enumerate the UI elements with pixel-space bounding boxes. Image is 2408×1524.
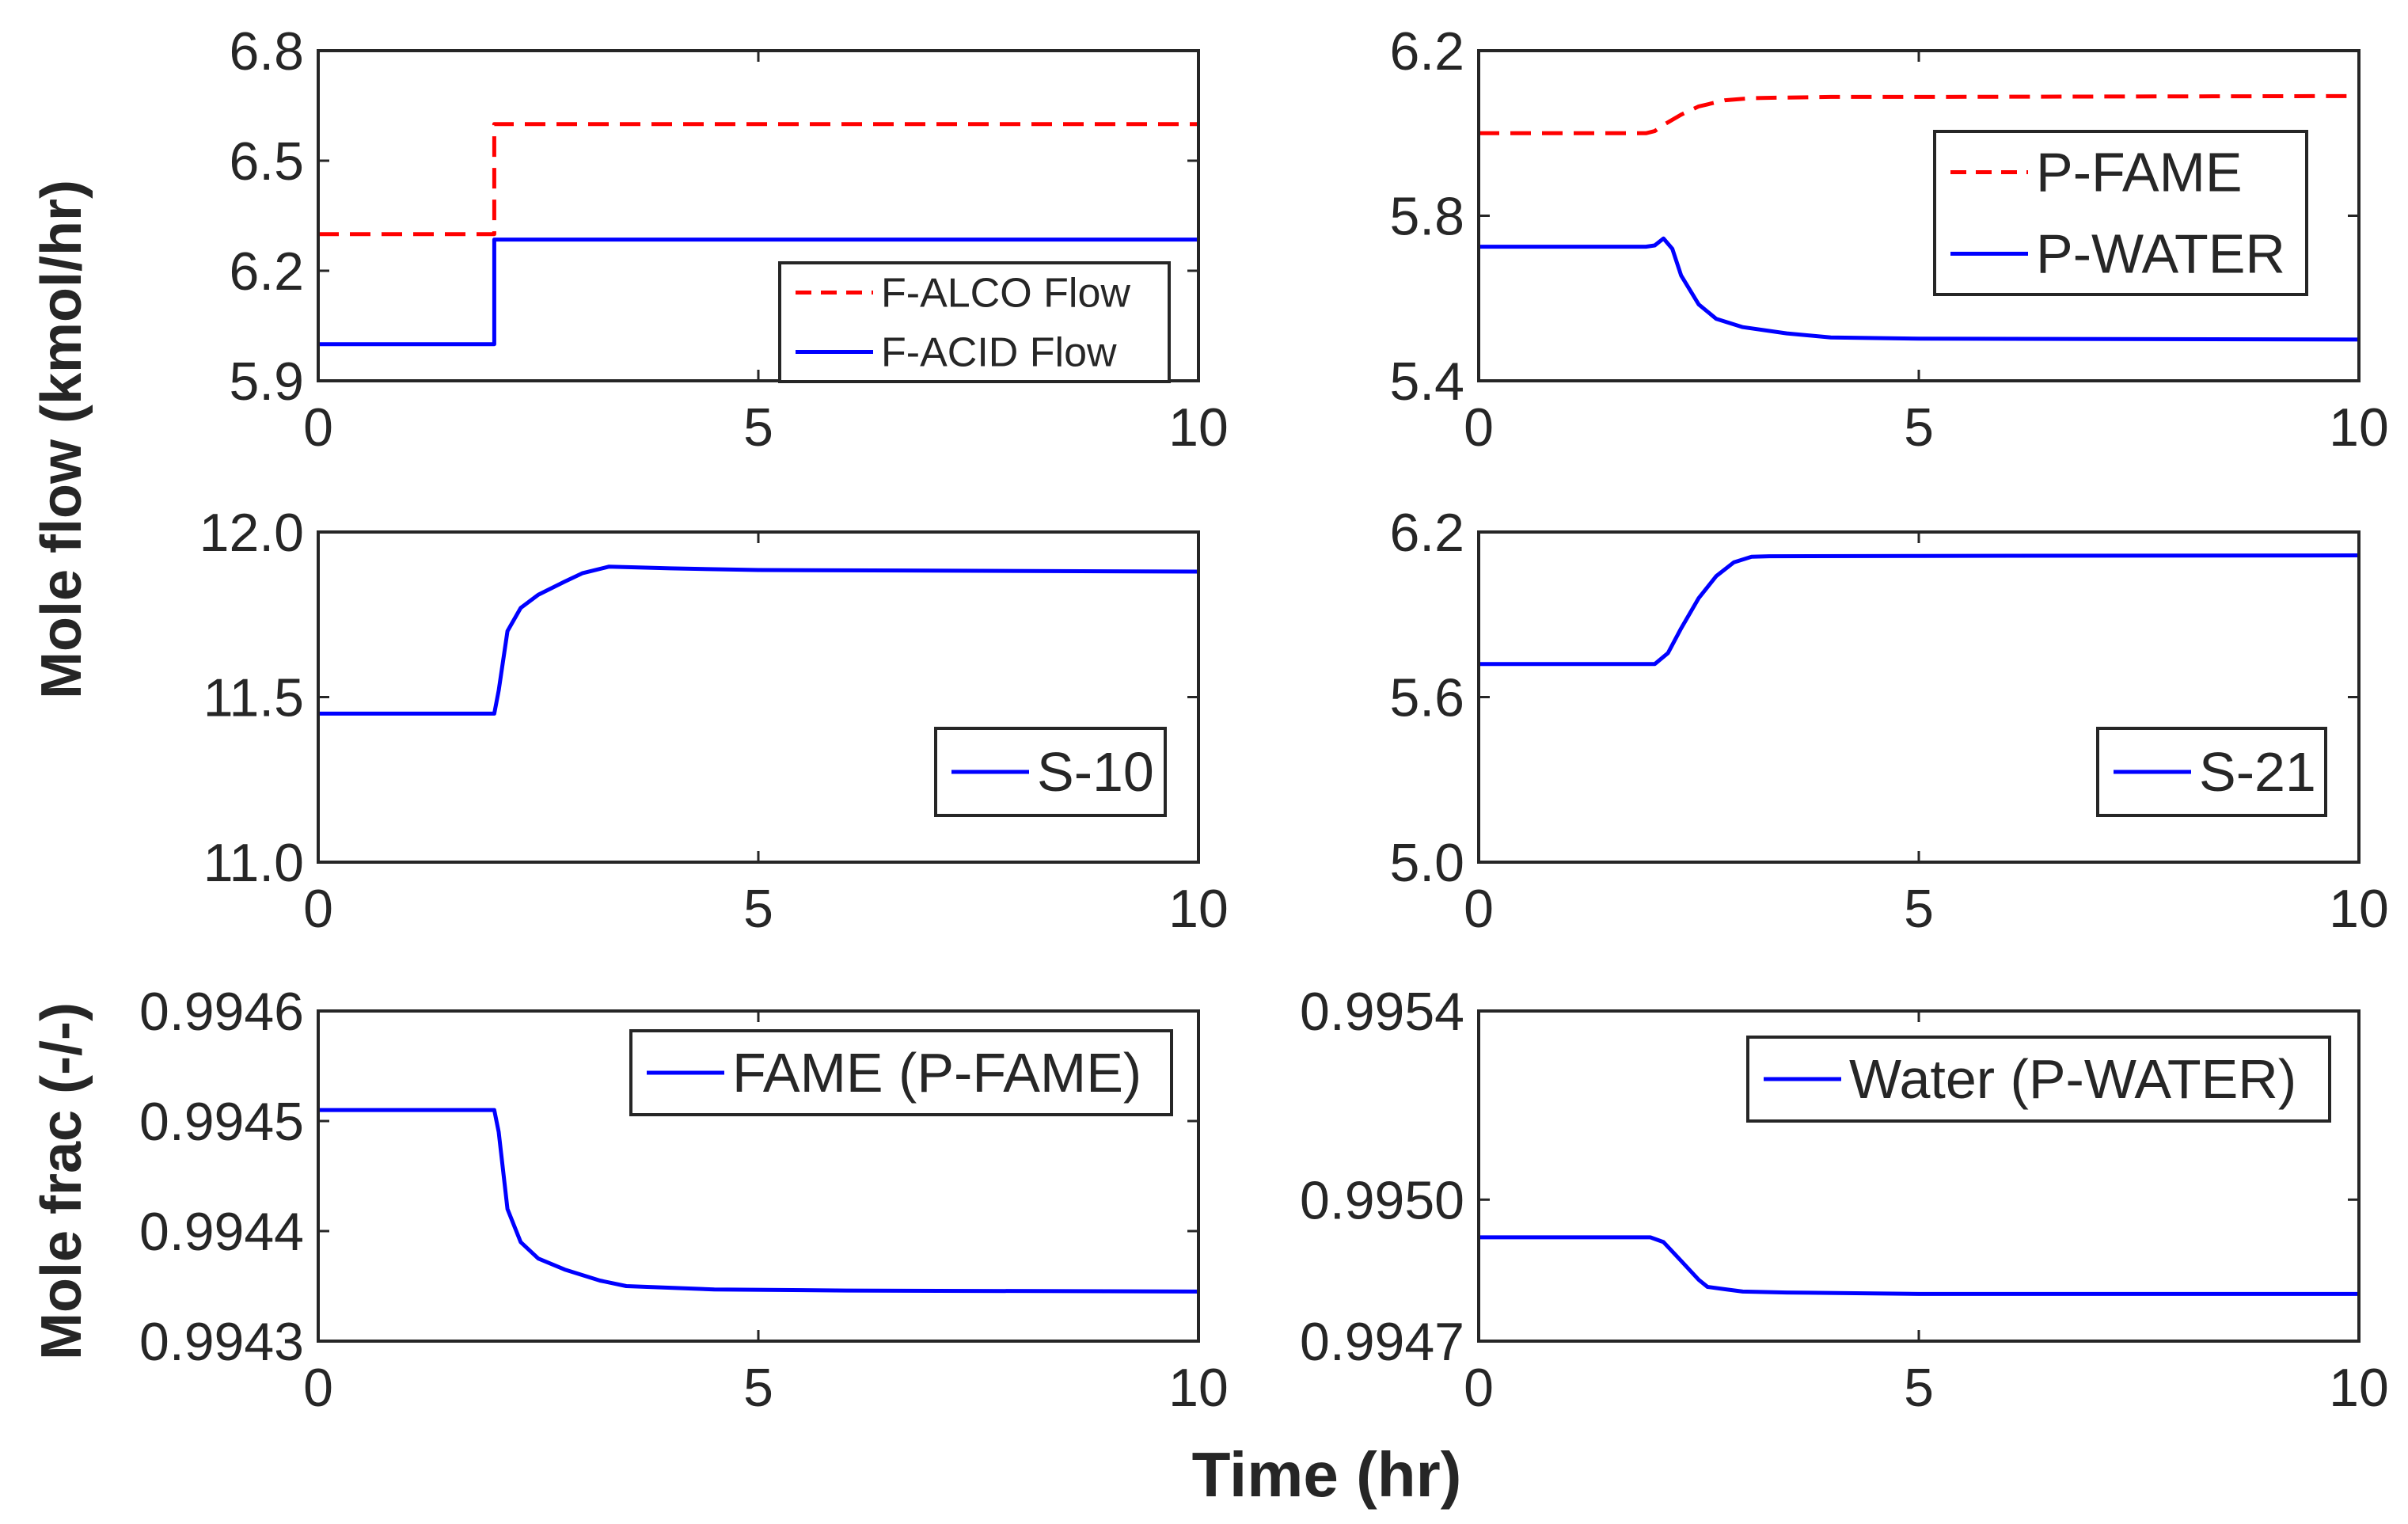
y-tick-label: 5.8 [1389, 187, 1464, 247]
y-tick-label: 6.8 [229, 21, 304, 82]
y-tick-label: 11.0 [203, 833, 304, 893]
y-tick-label: 11.5 [203, 668, 304, 728]
legend-box [778, 261, 1171, 383]
x-tick-label: 10 [1168, 879, 1229, 939]
legend-label-p-fame: P-FAME [2036, 142, 2243, 203]
y-axis-label-mole-frac: Mole frac (-/-) [30, 1002, 93, 1360]
legend-label-s-21: S-21 [2199, 741, 2316, 803]
series-line-s-10 [318, 564, 1198, 716]
legend-label-p-water: P-WATER [2036, 223, 2285, 285]
series-line-fame-p-fame [318, 1108, 1198, 1294]
legend: Water (P-WATER) [1746, 1036, 2331, 1123]
x-tick-label: 0 [1464, 1358, 1494, 1418]
legend: P-FAME P-WATER [1933, 130, 2308, 296]
y-tick-label: 5.9 [229, 352, 304, 412]
x-tick-label: 10 [1168, 397, 1229, 458]
x-tick-label: 5 [743, 397, 773, 458]
legend-box [1746, 1036, 2331, 1123]
y-tick-label: 12.0 [199, 503, 304, 563]
series-line-s-21 [1479, 553, 2359, 667]
x-tick-label: 10 [2329, 879, 2389, 939]
panel-top-right: 0 5 10 5.4 5.8 6.2 P-FAME P-WATER [1389, 21, 2388, 458]
legend-label-s-10: S-10 [1037, 741, 1154, 803]
legend-label-f-acid-flow: F-ACID Flow [881, 330, 1117, 376]
x-tick-label: 5 [1904, 397, 1934, 458]
x-tick-label: 0 [303, 1358, 333, 1418]
legend-label-f-alco-flow: F-ALCO Flow [881, 271, 1130, 317]
panel-bottom-left: 0 5 10 0.9943 0.9944 0.9945 0.9946 FAME (P-FAME… [139, 982, 1229, 1418]
series-line-f-acid-flow [318, 238, 1198, 347]
y-tick-label: 6.2 [1389, 21, 1464, 82]
series-line-water-p-water [1479, 1235, 2359, 1296]
legend-label-water-p-water: Water (P-WATER) [1849, 1048, 2296, 1110]
x-tick-label: 0 [1464, 397, 1494, 458]
x-tick-label: 0 [303, 397, 333, 458]
y-tick-label: 0.9954 [1300, 982, 1464, 1042]
y-tick-label: 0.9947 [1300, 1312, 1464, 1372]
panel-middle-right: 0 5 10 5.0 5.6 6.2 S-21 [1389, 503, 2388, 939]
series-line-p-water [1479, 236, 2359, 342]
y-tick-label: 0.9944 [139, 1202, 304, 1262]
y-tick-label: 5.6 [1389, 668, 1464, 728]
y-tick-label: 0.9946 [139, 982, 304, 1042]
y-tick-label: 0.9943 [139, 1312, 304, 1372]
panel-bottom-right: 0 5 10 0.9947 0.9950 0.9954 Water (P-WATER) [1300, 982, 2389, 1418]
series-line-p-fame [1479, 93, 2359, 135]
legend: S-10 [934, 727, 1167, 817]
x-tick-label: 10 [2329, 397, 2389, 458]
legend: FAME (P-FAME) [629, 1029, 1173, 1116]
y-tick-label: 6.5 [229, 131, 304, 192]
legend: S-21 [2096, 727, 2327, 817]
x-tick-label: 0 [1464, 879, 1494, 939]
x-tick-label: 5 [1904, 1358, 1934, 1418]
x-axis-label-time: Time (hr) [1192, 1439, 1462, 1510]
y-tick-label: 6.2 [1389, 503, 1464, 563]
y-tick-label: 0.9950 [1300, 1170, 1464, 1230]
x-tick-label: 5 [743, 1358, 773, 1418]
legend-label-fame-p-fame: FAME (P-FAME) [732, 1042, 1141, 1104]
y-tick-label: 0.9945 [139, 1092, 304, 1152]
y-axis-label-mole-flow: Mole flow (kmol/hr) [30, 180, 93, 699]
y-tick-label: 5.0 [1389, 833, 1464, 893]
y-tick-label: 5.4 [1389, 352, 1464, 412]
x-tick-label: 0 [303, 879, 333, 939]
series-line-f-alco-flow [318, 122, 1198, 237]
legend: F-ALCO Flow F-ACID Flow [778, 261, 1171, 383]
panel-middle-left: 0 5 10 11.0 11.5 12.0 S-10 [199, 503, 1229, 939]
x-tick-label: 10 [1168, 1358, 1229, 1418]
legend-box [1933, 130, 2308, 296]
y-tick-label: 6.2 [229, 241, 304, 302]
x-tick-label: 5 [743, 879, 773, 939]
x-tick-label: 5 [1904, 879, 1934, 939]
panel-top-left: 0 5 10 5.9 6.2 6.5 6.8 F-ALCO Flow F-ACID Flow [229, 21, 1228, 458]
x-tick-label: 10 [2329, 1358, 2389, 1418]
